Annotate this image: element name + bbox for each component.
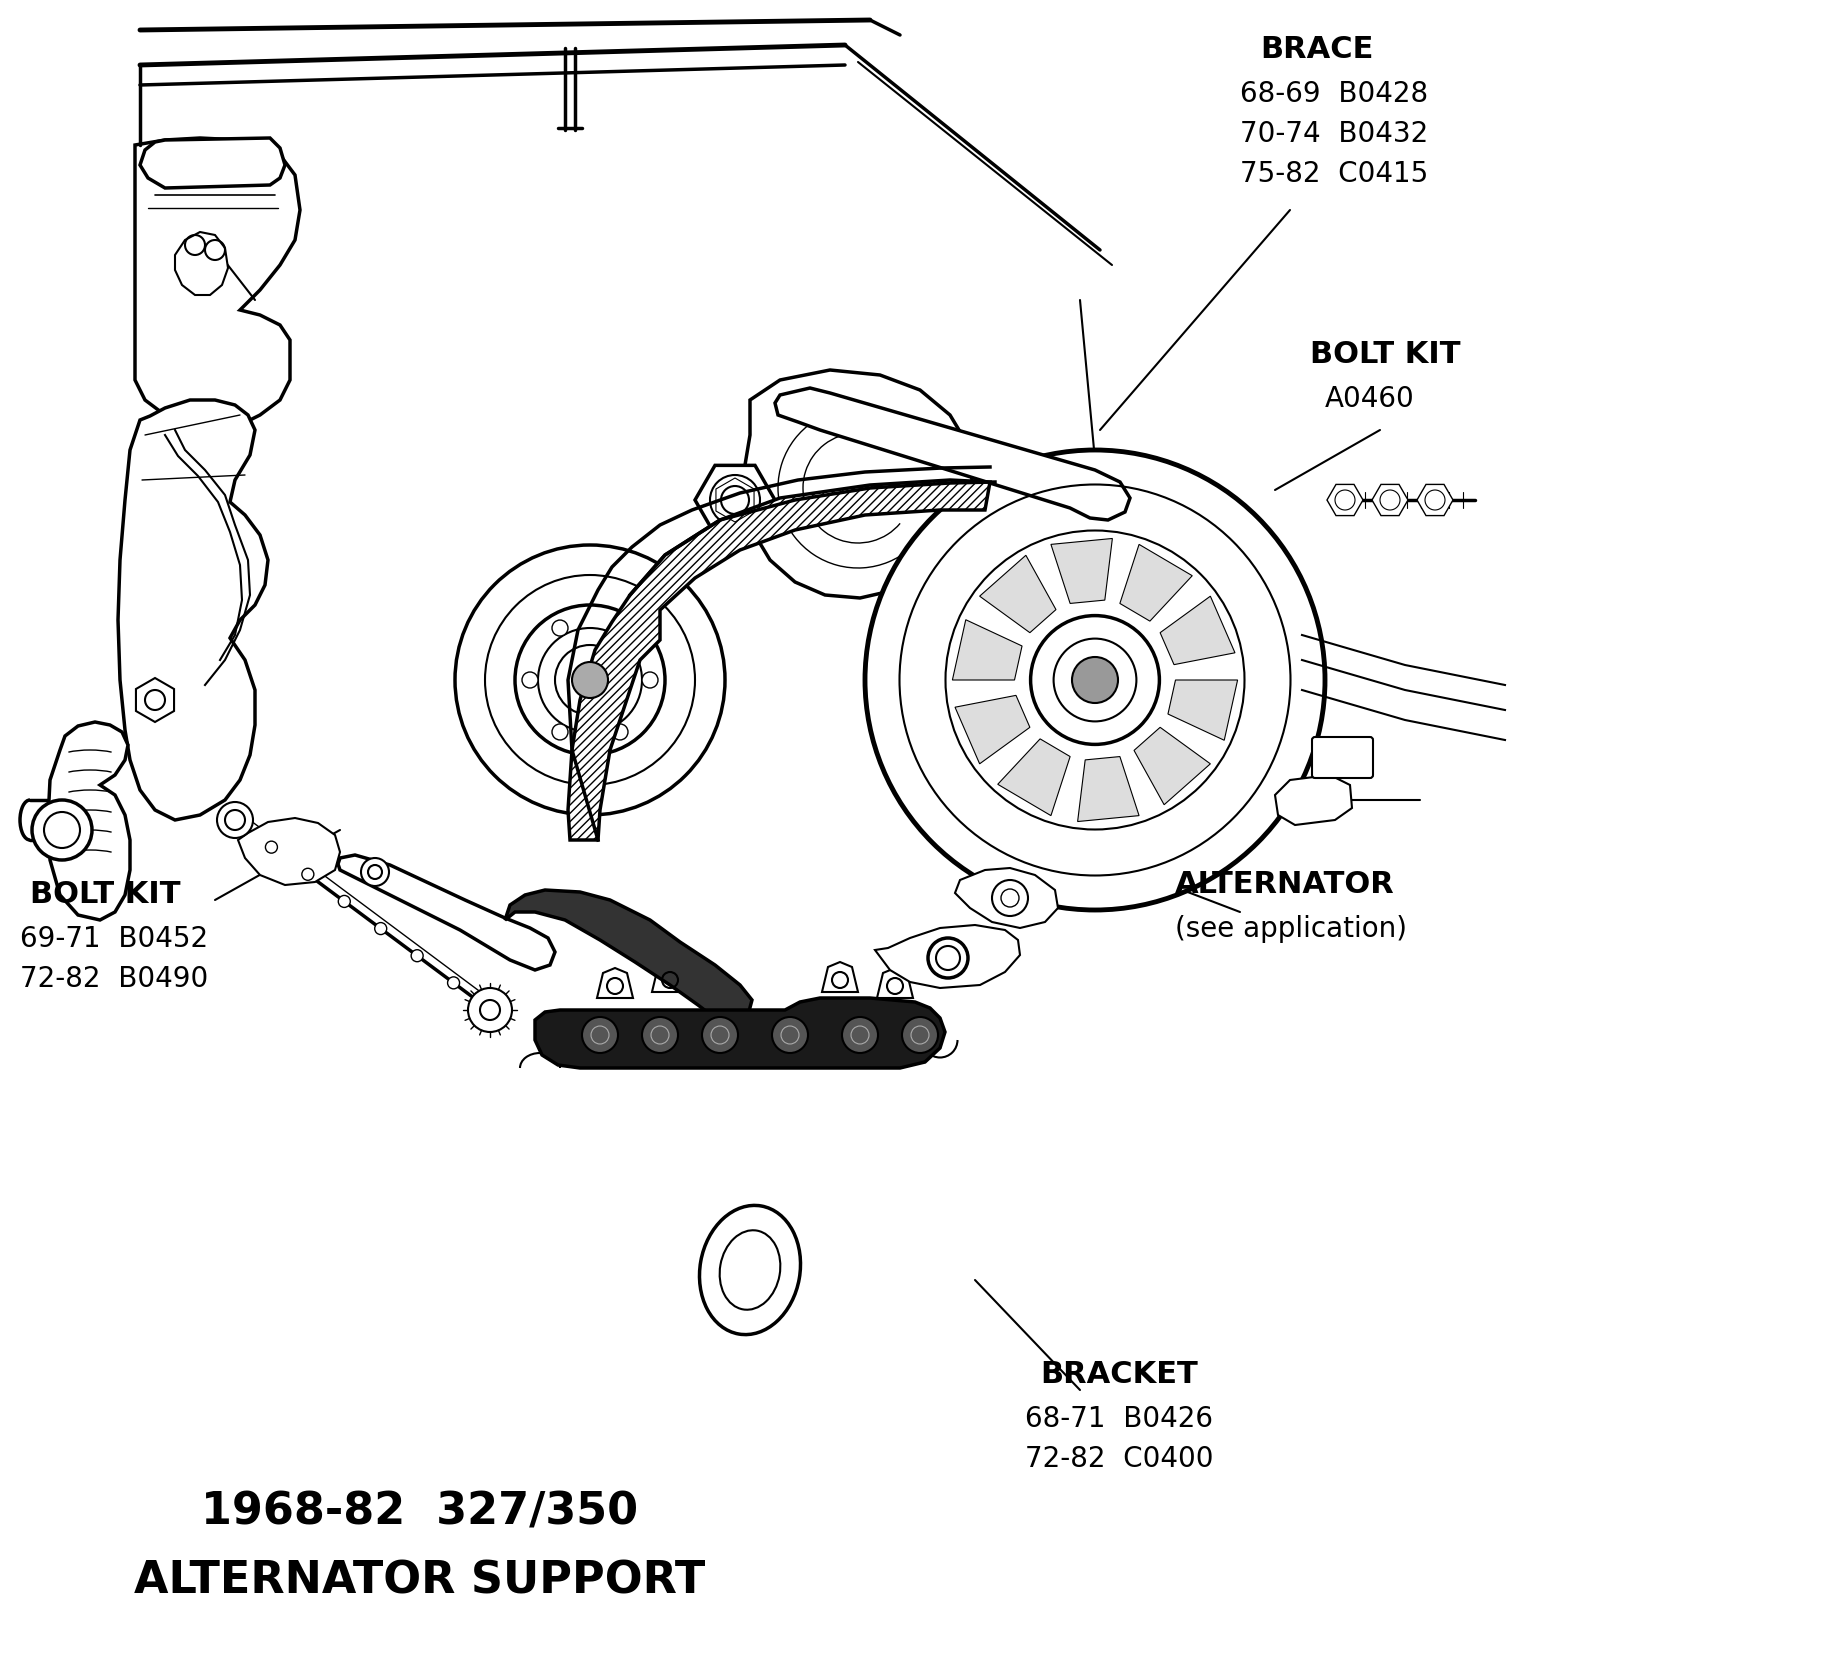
Text: 68-69  B0428: 68-69 B0428 (1240, 80, 1427, 108)
Text: 72-82  C0400: 72-82 C0400 (1025, 1445, 1214, 1473)
Circle shape (928, 938, 968, 978)
Text: BOLT KIT: BOLT KIT (1310, 340, 1460, 370)
Polygon shape (874, 925, 1020, 988)
Circle shape (375, 923, 388, 935)
Polygon shape (535, 998, 944, 1069)
Circle shape (522, 673, 538, 688)
Polygon shape (652, 963, 689, 993)
Circle shape (230, 814, 241, 825)
Circle shape (992, 880, 1029, 916)
Circle shape (265, 842, 277, 853)
Circle shape (1054, 638, 1137, 721)
Polygon shape (1168, 679, 1238, 741)
Polygon shape (1121, 545, 1192, 621)
Text: BRACE: BRACE (1260, 35, 1374, 65)
Polygon shape (338, 855, 555, 969)
Polygon shape (118, 399, 268, 820)
Circle shape (468, 988, 513, 1032)
Circle shape (362, 858, 389, 886)
Circle shape (1031, 616, 1159, 744)
Circle shape (514, 605, 665, 756)
Circle shape (709, 476, 761, 525)
Text: 69-71  B0452: 69-71 B0452 (20, 925, 208, 953)
Text: 75-82  C0415: 75-82 C0415 (1240, 161, 1427, 187)
Circle shape (702, 1017, 738, 1052)
Polygon shape (1416, 484, 1453, 515)
Polygon shape (1326, 484, 1363, 515)
Polygon shape (1275, 775, 1352, 825)
Polygon shape (876, 968, 913, 998)
Polygon shape (48, 722, 130, 920)
Text: BOLT KIT: BOLT KIT (29, 880, 180, 910)
Circle shape (555, 645, 625, 716)
Polygon shape (1051, 539, 1113, 603)
FancyBboxPatch shape (1312, 737, 1372, 779)
Polygon shape (979, 555, 1056, 633)
Text: 68-71  B0426: 68-71 B0426 (1025, 1405, 1212, 1433)
Polygon shape (175, 232, 228, 295)
Circle shape (641, 1017, 678, 1052)
Polygon shape (694, 466, 775, 535)
Text: 72-82  B0490: 72-82 B0490 (20, 964, 208, 993)
Circle shape (551, 620, 568, 636)
Circle shape (551, 724, 568, 741)
Polygon shape (821, 963, 858, 993)
Circle shape (612, 724, 628, 741)
Circle shape (44, 812, 81, 848)
Text: ALTERNATOR: ALTERNATOR (1176, 870, 1394, 900)
Text: 1968-82  327/350: 1968-82 327/350 (202, 1490, 639, 1533)
Circle shape (217, 802, 254, 838)
Polygon shape (955, 696, 1031, 764)
Circle shape (1073, 656, 1119, 703)
Circle shape (571, 663, 608, 698)
Polygon shape (1372, 484, 1407, 515)
Polygon shape (505, 890, 751, 1022)
Circle shape (483, 1004, 496, 1016)
Text: ALTERNATOR SUPPORT: ALTERNATOR SUPPORT (134, 1559, 705, 1602)
Ellipse shape (700, 1205, 801, 1334)
Polygon shape (239, 819, 340, 885)
Circle shape (411, 949, 423, 961)
Circle shape (902, 1017, 939, 1052)
Circle shape (448, 978, 459, 989)
Text: BRACKET: BRACKET (1040, 1360, 1198, 1389)
Text: (see application): (see application) (1176, 915, 1407, 943)
Circle shape (865, 451, 1324, 910)
Circle shape (641, 673, 658, 688)
Polygon shape (775, 388, 1130, 520)
Circle shape (612, 620, 628, 636)
Polygon shape (955, 868, 1058, 928)
Polygon shape (568, 481, 990, 840)
Circle shape (456, 545, 726, 815)
Polygon shape (744, 370, 972, 598)
Circle shape (841, 1017, 878, 1052)
Polygon shape (597, 968, 634, 998)
Circle shape (582, 1017, 617, 1052)
Polygon shape (1078, 757, 1139, 822)
Circle shape (301, 868, 314, 880)
Circle shape (772, 1017, 808, 1052)
Circle shape (338, 895, 351, 908)
Polygon shape (952, 620, 1021, 679)
Text: A0460: A0460 (1324, 384, 1414, 413)
Circle shape (31, 800, 92, 860)
Polygon shape (997, 739, 1071, 815)
Polygon shape (1161, 597, 1234, 664)
Polygon shape (136, 678, 175, 722)
Polygon shape (140, 138, 285, 187)
Text: 70-74  B0432: 70-74 B0432 (1240, 119, 1427, 147)
Polygon shape (1133, 727, 1211, 805)
Polygon shape (134, 138, 299, 431)
